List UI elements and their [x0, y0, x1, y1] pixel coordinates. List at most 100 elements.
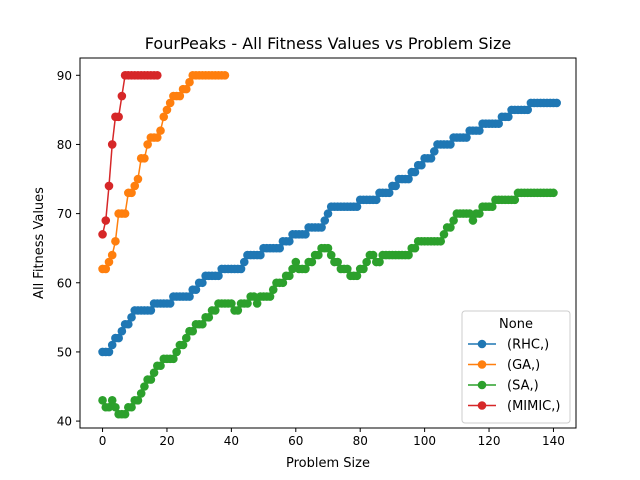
- data-point: [172, 347, 181, 357]
- data-point: [288, 264, 297, 274]
- data-point: [436, 236, 446, 246]
- data-point: [227, 299, 236, 308]
- data-point: [494, 119, 504, 128]
- data-point: [214, 271, 223, 281]
- data-point: [429, 147, 439, 156]
- data-point: [439, 230, 449, 239]
- data-point: [510, 195, 520, 205]
- data-point: [181, 84, 191, 94]
- data-point: [114, 333, 123, 343]
- data-point: [362, 257, 371, 267]
- data-point: [487, 202, 497, 211]
- data-point: [117, 326, 127, 336]
- data-point: [475, 126, 484, 135]
- data-point: [359, 264, 368, 274]
- x-tick-label: 140: [542, 434, 565, 448]
- data-point: [404, 174, 413, 184]
- data-point: [314, 250, 323, 260]
- data-point: [191, 285, 201, 294]
- y-tick-label: 80: [57, 138, 72, 152]
- data-point: [185, 292, 194, 301]
- data-point: [124, 319, 133, 329]
- data-point: [301, 230, 310, 239]
- data-point: [552, 98, 561, 108]
- y-tick-label: 40: [57, 415, 72, 429]
- x-axis-label: Problem Size: [286, 456, 370, 471]
- y-tick-label: 90: [57, 69, 72, 83]
- series-2: [98, 188, 558, 419]
- data-point: [301, 264, 310, 274]
- data-point: [198, 278, 207, 288]
- data-point: [220, 70, 230, 80]
- legend-swatch-marker: [477, 360, 487, 369]
- plot-area: [98, 70, 561, 419]
- data-point: [107, 340, 117, 350]
- legend-box: [461, 310, 571, 424]
- legend-entry-label: (SA,): [507, 379, 539, 394]
- x-tick-label: 40: [224, 434, 239, 448]
- data-point: [185, 77, 194, 87]
- data-point: [285, 271, 294, 281]
- legend-swatch-marker: [477, 401, 487, 410]
- legend-entry-label: (MIMIC,): [507, 399, 560, 414]
- series-1: [98, 70, 230, 274]
- x-tick-label: 0: [99, 434, 107, 448]
- data-point: [504, 112, 513, 122]
- data-point: [252, 299, 262, 308]
- data-point: [333, 257, 342, 267]
- data-point: [475, 209, 484, 218]
- data-point: [130, 181, 140, 191]
- data-point: [146, 306, 156, 315]
- data-point: [243, 299, 252, 308]
- data-point: [417, 160, 426, 170]
- legend-entry-label: (RHC,): [507, 338, 549, 353]
- data-point: [410, 243, 420, 253]
- data-point: [104, 402, 114, 412]
- data-point: [204, 313, 214, 322]
- data-point: [462, 133, 471, 142]
- data-point: [372, 195, 381, 205]
- data-point: [146, 375, 156, 384]
- data-point: [549, 188, 558, 198]
- data-point: [107, 250, 117, 260]
- data-point: [352, 271, 362, 281]
- series-0: [98, 98, 561, 357]
- data-point: [140, 382, 149, 391]
- chart-title: FourPeaks - All Fitness Values vs Proble…: [145, 34, 511, 53]
- data-point: [426, 153, 436, 163]
- data-point: [136, 389, 146, 398]
- data-point: [285, 236, 294, 246]
- legend-entry-label: (GA,): [507, 358, 540, 373]
- data-point: [101, 216, 111, 225]
- y-tick-label: 70: [57, 207, 72, 221]
- data-point: [326, 250, 336, 260]
- data-point: [165, 98, 175, 108]
- data-point: [104, 347, 114, 357]
- data-point: [149, 368, 159, 377]
- data-point: [343, 264, 352, 274]
- data-point: [384, 188, 394, 198]
- x-tick-label: 20: [159, 434, 174, 448]
- data-point: [198, 319, 207, 329]
- data-point: [98, 396, 107, 405]
- data-point: [104, 257, 114, 267]
- data-point: [291, 257, 301, 267]
- data-point: [175, 91, 185, 101]
- data-point: [249, 292, 259, 301]
- data-point: [465, 209, 475, 218]
- axes-frame: [79, 57, 577, 429]
- data-point: [143, 140, 152, 149]
- data-point: [107, 396, 117, 405]
- data-point: [178, 340, 188, 350]
- y-axis-label: All Fitness Values: [32, 187, 47, 299]
- data-point: [449, 216, 458, 225]
- data-point: [127, 402, 136, 412]
- legend-swatch-marker: [477, 380, 487, 390]
- data-point: [111, 236, 120, 246]
- data-point: [133, 396, 143, 405]
- data-point: [317, 223, 326, 232]
- data-point: [523, 105, 532, 115]
- data-point: [111, 402, 120, 412]
- data-point: [159, 112, 169, 122]
- data-point: [278, 278, 288, 288]
